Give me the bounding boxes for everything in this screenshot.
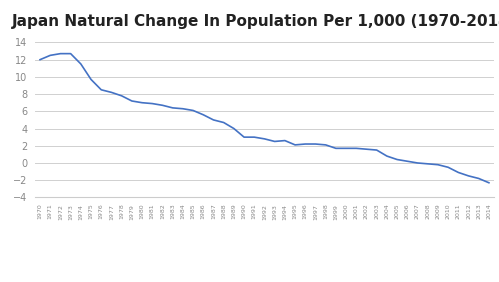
Title: Japan Natural Change In Population Per 1,000 (1970-2014): Japan Natural Change In Population Per 1… (12, 14, 499, 28)
